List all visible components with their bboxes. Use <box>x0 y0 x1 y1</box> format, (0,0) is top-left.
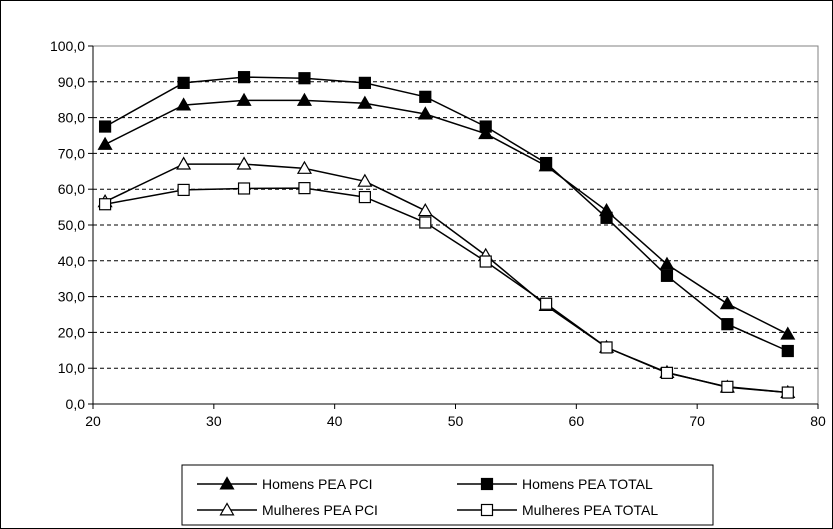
series-line <box>104 99 789 335</box>
legend-label: Mulheres PEA PCI <box>262 502 378 518</box>
legend-item: Mulheres PEA TOTAL <box>457 502 658 518</box>
legend-marker <box>480 503 494 517</box>
data-point <box>98 198 112 211</box>
legend-item: Mulheres PEA PCI <box>197 502 378 518</box>
series-4 <box>98 182 794 399</box>
y-tick-label: 80,0 <box>58 110 85 126</box>
data-point <box>600 211 613 224</box>
series-2 <box>98 71 794 358</box>
data-point <box>358 190 371 204</box>
series-layer <box>97 71 796 399</box>
x-tick-label: 70 <box>689 413 705 429</box>
data-point <box>177 183 190 197</box>
legend-marker <box>219 502 235 516</box>
data-point <box>721 318 734 331</box>
series-1 <box>97 92 796 340</box>
data-point <box>176 97 192 111</box>
data-point <box>600 341 613 354</box>
data-point <box>237 182 251 195</box>
gridlines <box>93 81 818 369</box>
data-point <box>781 344 794 358</box>
y-tick-label: 90,0 <box>58 74 85 90</box>
series-3 <box>97 156 796 399</box>
data-point <box>298 182 311 195</box>
legend-label: Mulheres PEA TOTAL <box>522 502 658 518</box>
data-point <box>237 71 251 84</box>
y-tick-label: 100,0 <box>50 38 85 54</box>
data-point <box>417 202 433 217</box>
x-tick-label: 20 <box>85 413 101 429</box>
legend-label: Homens PEA TOTAL <box>522 476 653 492</box>
legend: Homens PEA PCI Homens PEA TOTAL Mulheres P… <box>181 464 714 526</box>
legend-item: Homens PEA TOTAL <box>457 476 653 492</box>
y-tick-label: 0,0 <box>66 396 86 412</box>
x-tick-label: 40 <box>327 413 343 429</box>
x-tick-label: 30 <box>206 413 222 429</box>
data-point <box>358 76 371 89</box>
data-point <box>417 106 433 120</box>
data-point <box>781 386 794 399</box>
y-tick-label: 70,0 <box>58 145 85 161</box>
data-point <box>236 156 252 170</box>
data-point <box>357 173 373 187</box>
x-tick-label: 60 <box>569 413 585 429</box>
legend-item: Homens PEA PCI <box>197 476 373 492</box>
data-point <box>660 269 674 282</box>
axes: 0,0 10,0 20,0 30,0 40,0 50,0 60,0 70,0 80,0 90,0 1… <box>50 38 826 429</box>
y-tick-label: 50,0 <box>58 217 85 233</box>
data-point <box>236 92 252 106</box>
data-point <box>540 297 553 310</box>
data-point <box>780 326 796 340</box>
data-point <box>296 92 312 106</box>
data-point <box>357 95 373 109</box>
data-point <box>659 256 675 270</box>
series-line <box>104 163 788 394</box>
data-point <box>419 216 432 229</box>
data-point <box>540 156 553 170</box>
data-point <box>176 156 192 170</box>
x-tick-label: 80 <box>810 413 826 429</box>
legend-box <box>181 464 714 526</box>
data-point <box>721 380 734 393</box>
data-point <box>98 120 112 133</box>
y-tick-label: 10,0 <box>58 360 85 376</box>
data-point <box>479 120 492 133</box>
y-tick-label: 20,0 <box>58 324 85 340</box>
data-point <box>478 126 494 140</box>
data-point <box>660 366 674 379</box>
data-point <box>298 72 311 85</box>
data-point <box>296 160 312 174</box>
x-tick-label: 50 <box>448 413 464 429</box>
legend-marker <box>480 477 494 491</box>
y-tick-label: 40,0 <box>58 253 85 269</box>
data-point <box>479 255 492 268</box>
y-tick-label: 30,0 <box>58 289 85 305</box>
data-point <box>177 76 190 89</box>
series-line <box>104 187 788 394</box>
data-point <box>419 90 432 103</box>
y-tick-label: 60,0 <box>58 181 85 197</box>
series-line <box>104 76 789 352</box>
legend-marker <box>219 476 235 490</box>
data-point <box>719 296 735 310</box>
legend-label: Homens PEA PCI <box>262 476 373 492</box>
data-point <box>97 136 113 150</box>
